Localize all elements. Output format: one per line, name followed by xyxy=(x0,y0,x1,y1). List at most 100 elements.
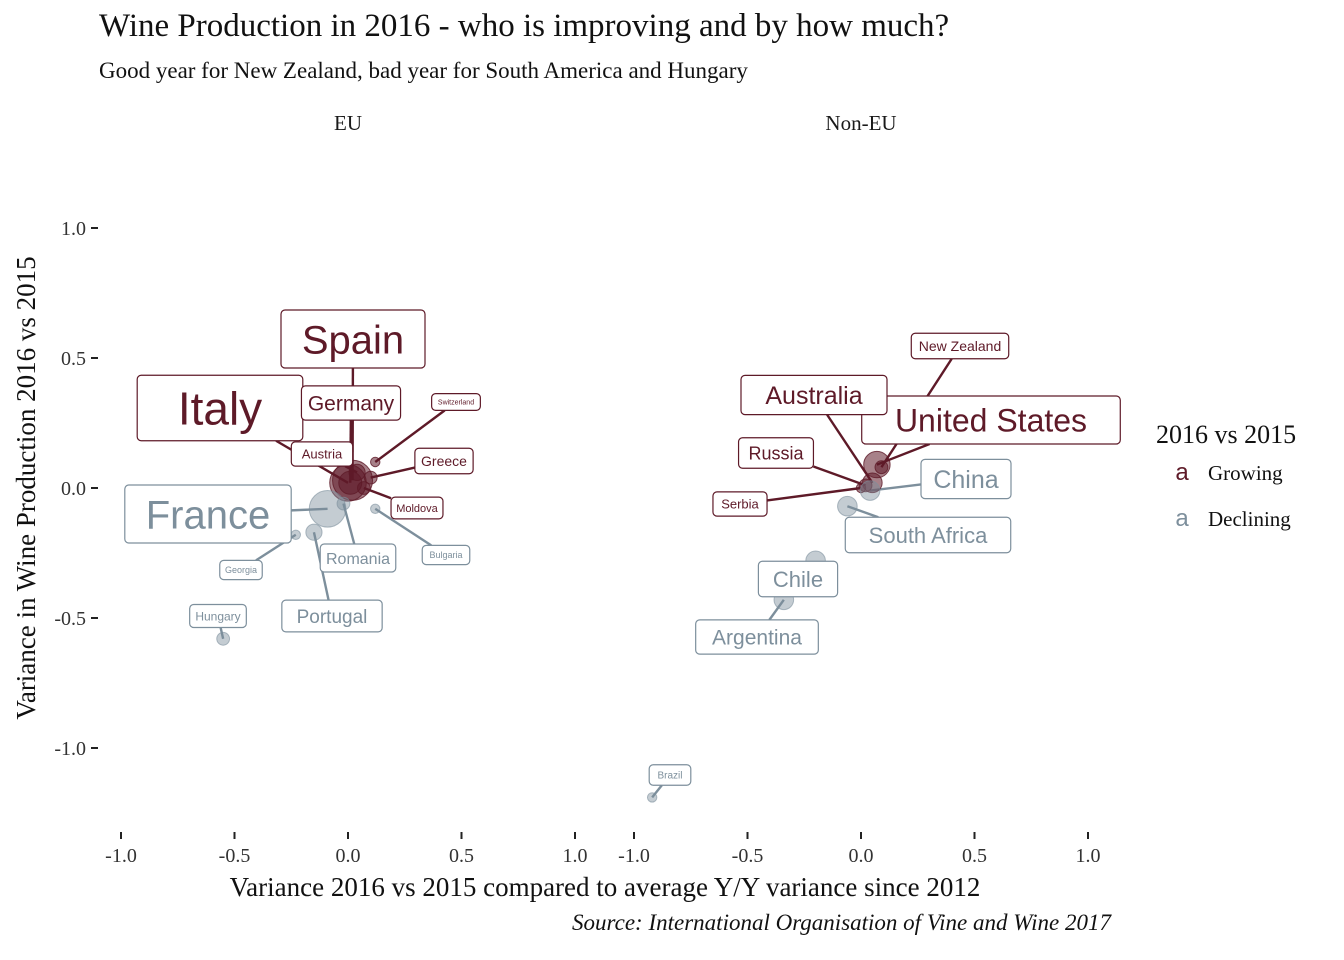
label-box-greece xyxy=(414,447,474,475)
label-box-new-zealand xyxy=(910,332,1010,360)
y-tick-label: -0.5 xyxy=(54,608,86,630)
x-tick-label: 0.0 xyxy=(336,845,361,867)
label-spain: Spain xyxy=(302,318,404,362)
label-box-spain xyxy=(280,309,426,369)
label-russia: Russia xyxy=(748,443,804,463)
x-tick-label: -1.0 xyxy=(105,845,137,867)
x-axis-title: Variance 2016 vs 2015 compared to averag… xyxy=(230,872,981,902)
point-hungary xyxy=(216,631,231,646)
leader-south-africa xyxy=(846,505,879,519)
y-tick-label: 1.0 xyxy=(61,218,86,240)
label-box-france xyxy=(124,484,292,544)
label-bulgaria: Bulgaria xyxy=(429,550,462,560)
point-austria xyxy=(348,463,366,481)
label-box-austria xyxy=(290,441,354,467)
data-labels: Spain Italy Germany Austria Switzerland Greec… xyxy=(124,309,1121,786)
label-portugal: Portugal xyxy=(297,607,368,628)
leader-hungary xyxy=(219,627,225,640)
point-greece xyxy=(363,470,378,485)
legend-title: 2016 vs 2015 xyxy=(1156,420,1297,449)
leader-greece xyxy=(370,466,416,479)
chart-caption: Source: International Organisation of Vi… xyxy=(572,910,1111,935)
point-moldova xyxy=(356,481,371,495)
chart-title: Wine Production in 2016 - who is improvi… xyxy=(99,8,950,44)
label-moldova: Moldova xyxy=(396,503,438,515)
label-box-germany xyxy=(300,385,402,421)
leader-serbia xyxy=(766,486,862,502)
label-switzerland: Switzerland xyxy=(438,400,474,407)
label-germany: Germany xyxy=(308,393,395,416)
label-box-australia xyxy=(740,374,888,416)
leader-argentina xyxy=(768,599,785,621)
legend-key-declining: a xyxy=(1175,505,1189,532)
label-south-africa: South Africa xyxy=(869,523,988,548)
label-box-china xyxy=(920,458,1012,500)
label-box-russia xyxy=(737,437,815,469)
y-tick-label: -1.0 xyxy=(54,738,86,760)
leader-bulgaria xyxy=(374,507,432,547)
label-serbia: Serbia xyxy=(721,497,759,512)
point-china xyxy=(859,480,881,501)
chart-subtitle: Good year for New Zealand, bad year for … xyxy=(99,58,748,83)
label-box-switzerland xyxy=(431,393,481,411)
label-new-zealand: New Zealand xyxy=(919,338,1002,354)
leader-lines xyxy=(219,358,953,799)
label-france: France xyxy=(146,493,271,537)
label-australia: Australia xyxy=(765,382,862,410)
legend-item-growing: a Growing xyxy=(1156,450,1296,496)
label-box-moldova xyxy=(390,496,444,520)
x-tick-label: 1.0 xyxy=(1076,845,1101,867)
x-tick-label: 0.0 xyxy=(849,845,874,867)
label-romania: Romania xyxy=(326,551,390,568)
label-box-romania xyxy=(319,543,397,573)
label-greece: Greece xyxy=(421,453,467,469)
label-china: China xyxy=(933,466,998,494)
legend-key-growing: a xyxy=(1175,459,1189,486)
x-tick-label: -0.5 xyxy=(219,845,251,867)
point-brazil xyxy=(646,792,658,803)
label-box-bulgaria xyxy=(421,544,471,566)
point-south-africa xyxy=(837,495,858,517)
x-tick-label: 0.5 xyxy=(962,845,987,867)
label-box-serbia xyxy=(712,491,768,517)
label-argentina: Argentina xyxy=(712,627,802,650)
label-austria: Austria xyxy=(302,447,343,462)
point-bulgaria xyxy=(370,503,381,514)
label-italy: Italy xyxy=(178,383,262,435)
label-box-argentina xyxy=(695,619,819,655)
label-hungary: Hungary xyxy=(195,609,240,623)
point-new-zealand xyxy=(874,460,889,475)
panel-label-non-eu: Non-EU xyxy=(825,111,896,135)
point-portugal xyxy=(305,523,323,541)
label-box-south-africa xyxy=(844,516,1012,554)
point-romania xyxy=(336,496,351,511)
x-tick-label: -1.0 xyxy=(618,845,650,867)
x-tick-label: -0.5 xyxy=(732,845,764,867)
y-axis-title: Variance in Wine Production 2016 vs 2015 xyxy=(11,256,41,719)
leader-romania xyxy=(342,503,356,545)
x-tick-label: 0.5 xyxy=(449,845,474,867)
label-box-georgia xyxy=(219,559,263,581)
label-georgia: Georgia xyxy=(225,565,257,575)
label-united-states: United States xyxy=(895,403,1087,439)
panel-label-eu: EU xyxy=(334,111,362,135)
y-tick-label: 0.5 xyxy=(61,348,86,370)
label-box-united-states xyxy=(861,395,1121,445)
label-box-brazil xyxy=(648,764,692,786)
legend-label-declining: Declining xyxy=(1208,506,1291,531)
leader-australia xyxy=(826,413,874,484)
point-georgia xyxy=(290,529,301,540)
leader-brazil xyxy=(651,784,663,799)
label-box-portugal xyxy=(281,599,383,633)
leader-switzerland xyxy=(374,409,446,463)
label-box-chile xyxy=(757,560,839,598)
label-box-hungary xyxy=(189,603,247,629)
leader-russia xyxy=(813,465,866,487)
x-tick-label: 1.0 xyxy=(563,845,588,867)
label-brazil: Brazil xyxy=(657,771,682,782)
legend-item-declining: a Declining xyxy=(1156,496,1296,542)
point-france xyxy=(308,490,347,528)
y-tick-label: 0.0 xyxy=(61,478,86,500)
point-switzerland xyxy=(370,456,381,468)
